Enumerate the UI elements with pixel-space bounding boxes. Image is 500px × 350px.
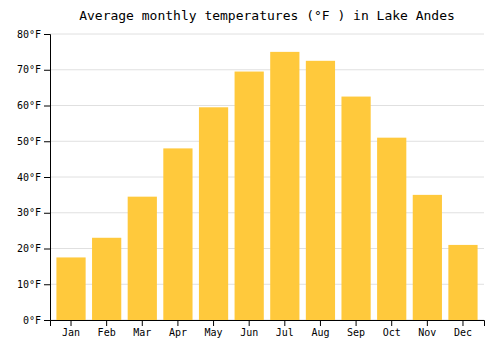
tick-mark [320, 320, 321, 326]
tick: Jan [62, 320, 80, 338]
tick: Jul [276, 320, 294, 338]
tick: Mar [133, 320, 151, 338]
tick: 80°F [17, 29, 50, 40]
tick: Aug [311, 320, 329, 338]
tick-mark [391, 320, 392, 326]
tick-mark [44, 213, 50, 214]
grid [50, 34, 484, 320]
tick: 20°F [17, 243, 50, 254]
tick-label: 40°F [17, 172, 41, 183]
tick-mark [44, 34, 50, 35]
tick-label: 60°F [17, 100, 41, 111]
tick-mark [249, 320, 250, 326]
chart: 0°F 10°F 20°F 30°F 40°F 50°F 60°F 70°F 80°F Jan Fe… [0, 0, 500, 350]
tick-mark [44, 320, 50, 321]
axis-line [44, 35, 51, 321]
tick: Oct [383, 320, 401, 338]
tick: 10°F [17, 279, 50, 290]
tick-label: Sep [347, 327, 365, 338]
tick-label: Oct [383, 327, 401, 338]
x-axis: Jan Feb Mar Apr May Jun Jul Aug Sep Oct Nov Dec [51, 320, 485, 338]
bar [235, 72, 264, 320]
tick-label: 30°F [17, 207, 41, 218]
bar [128, 197, 157, 320]
bar [270, 52, 299, 320]
axis-line [51, 321, 485, 327]
bars [56, 52, 477, 320]
tick-mark [177, 320, 178, 326]
tick-label: 0°F [23, 315, 41, 326]
tick-label: Mar [133, 327, 151, 338]
tick-mark [142, 320, 143, 326]
bar [56, 257, 85, 320]
tick: 30°F [17, 207, 50, 218]
bar [448, 245, 477, 320]
tick: Jun [240, 320, 258, 338]
tick: Nov [418, 320, 436, 338]
bar [377, 138, 406, 320]
grid-line [50, 69, 484, 70]
tick-label: Feb [98, 327, 116, 338]
tick: Dec [454, 320, 472, 338]
tick-label: Dec [454, 327, 472, 338]
tick-label: 80°F [17, 29, 41, 40]
grid-line [50, 141, 484, 142]
tick-mark [356, 320, 357, 326]
tick: Feb [98, 320, 116, 338]
tick-label: Jun [240, 327, 258, 338]
tick-label: 20°F [17, 243, 41, 254]
tick-mark [71, 320, 72, 326]
grid-line [50, 105, 484, 106]
bar [163, 148, 192, 320]
tick-mark [462, 320, 463, 326]
grid-line [50, 177, 484, 178]
tick-mark [44, 70, 50, 71]
tick-label: Apr [169, 327, 187, 338]
tick: Sep [347, 320, 365, 338]
tick-label: Aug [311, 327, 329, 338]
tick-label: 10°F [17, 279, 41, 290]
tick-label: 70°F [17, 64, 41, 75]
tick: May [205, 320, 223, 338]
tick-label: Nov [418, 327, 436, 338]
tick-mark [427, 320, 428, 326]
tick-mark [44, 284, 50, 285]
tick: 40°F [17, 172, 50, 183]
tick: 0°F [23, 315, 50, 326]
tick: 70°F [17, 64, 50, 75]
grid-line [50, 34, 484, 35]
bar [341, 97, 370, 320]
tick-mark [44, 106, 50, 107]
tick-mark [44, 177, 50, 178]
title: Average monthly temperatures (°F ) in La… [79, 8, 455, 23]
tick-label: May [205, 327, 223, 338]
tick: 50°F [17, 136, 50, 147]
tick-mark [106, 320, 107, 326]
tick-mark [44, 249, 50, 250]
plot: 0°F 10°F 20°F 30°F 40°F 50°F 60°F 70°F 80°F Jan Fe… [17, 29, 485, 338]
tick-label: Jul [276, 327, 294, 338]
bar [306, 61, 335, 320]
tick: 60°F [17, 100, 50, 111]
tick-label: 50°F [17, 136, 41, 147]
bar [199, 107, 228, 320]
y-axis: 0°F 10°F 20°F 30°F 40°F 50°F 60°F 70°F 80°F [17, 29, 51, 326]
tick-mark [284, 320, 285, 326]
bar [413, 195, 442, 320]
tick-mark [213, 320, 214, 326]
tick-mark [44, 141, 50, 142]
tick-label: Jan [62, 327, 80, 338]
tick: Apr [169, 320, 187, 338]
bar [92, 238, 121, 320]
